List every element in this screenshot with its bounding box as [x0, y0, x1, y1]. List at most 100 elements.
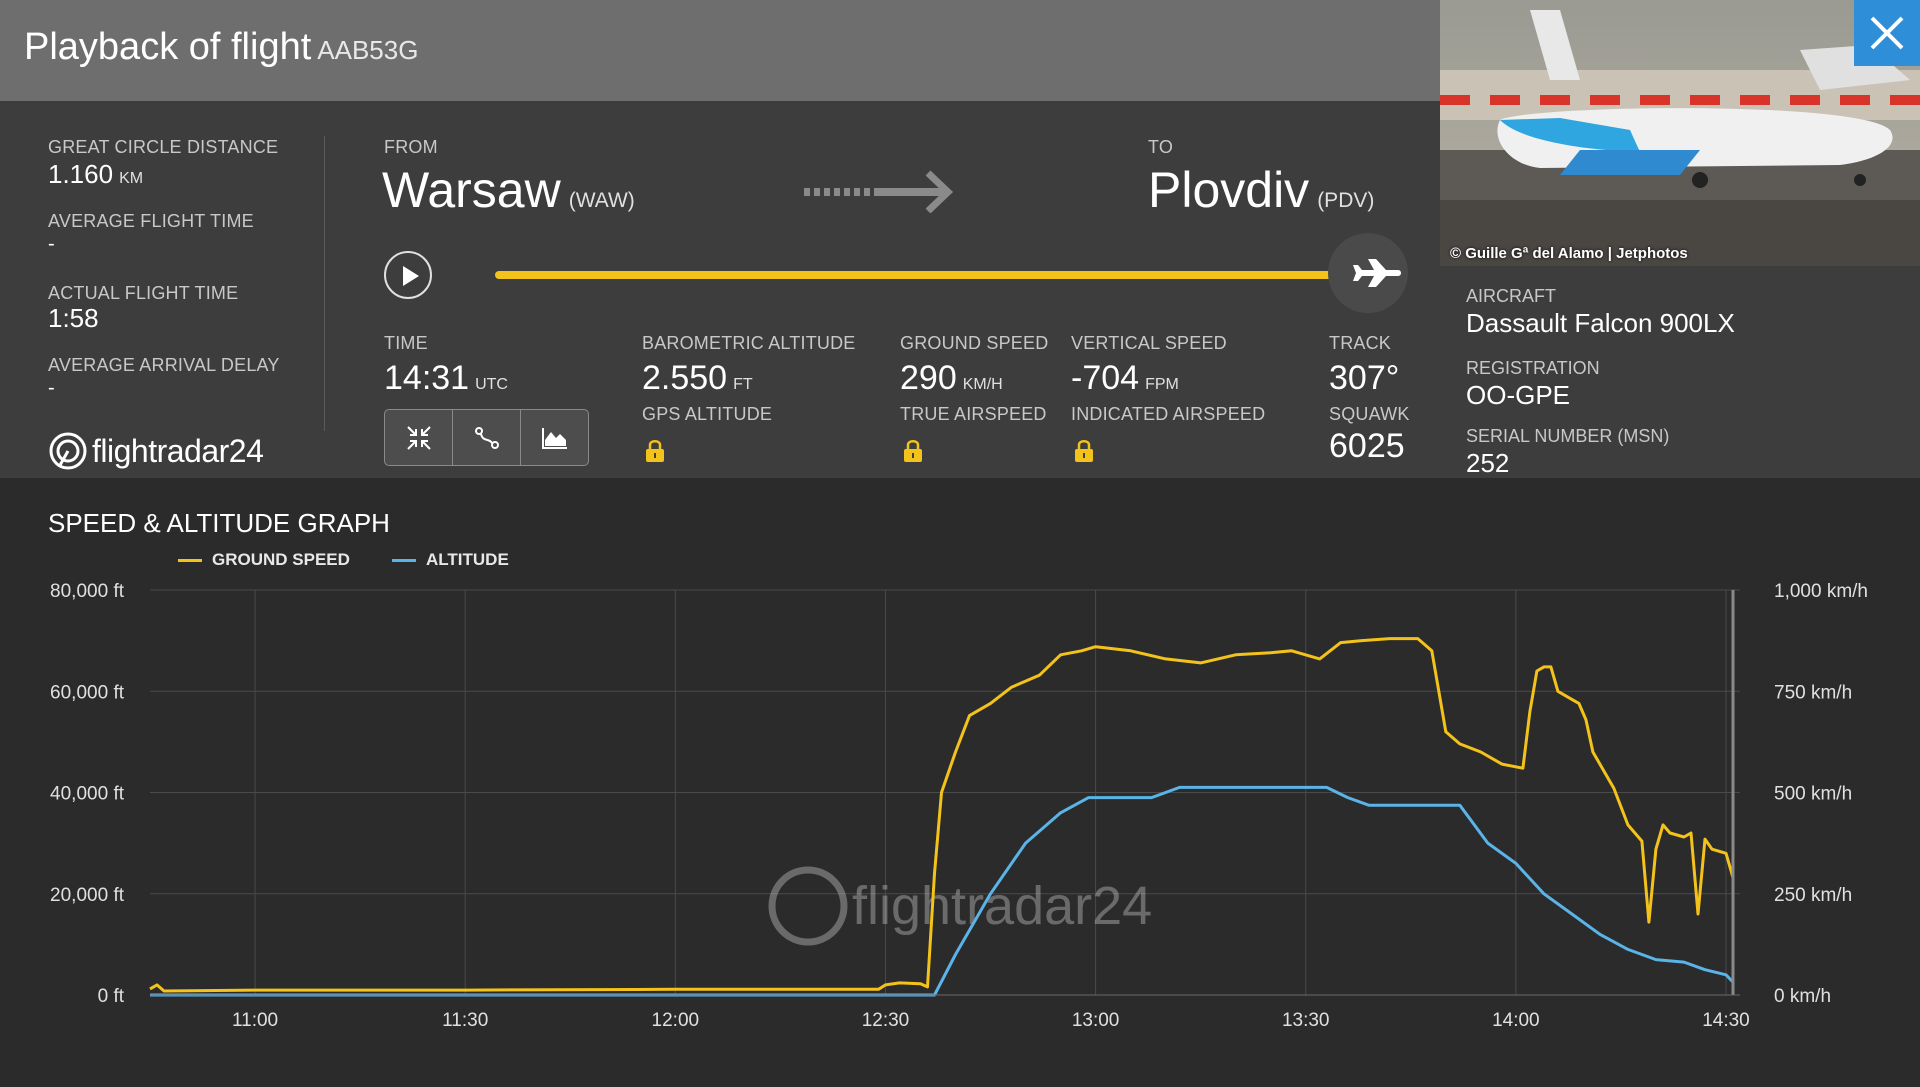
lock-icon [904, 440, 922, 462]
vertical-speed-unit: FPM [1145, 376, 1179, 393]
great-circle-distance-value: 1.160 KM [48, 159, 143, 190]
legend-swatch-altitude [392, 558, 416, 562]
ground-speed-unit: KM/H [962, 376, 1003, 393]
ground-speed-value: 290 KM/H [900, 359, 1003, 398]
lock-icon [646, 440, 664, 462]
legend-label-ground-speed: GROUND SPEED [212, 550, 350, 569]
actual-flight-time-value: 1:58 [48, 303, 99, 333]
average-flight-time-value: - [48, 233, 55, 255]
compress-view-button[interactable] [385, 410, 453, 465]
close-button[interactable] [1854, 0, 1920, 66]
playback-progress-bar[interactable] [495, 271, 1367, 279]
average-flight-time-label: AVERAGE FLIGHT TIME [48, 211, 254, 231]
graph-view-button[interactable] [521, 410, 588, 465]
y-right-tick-label: 250 km/h [1774, 885, 1852, 906]
route-arrow-icon [804, 170, 954, 213]
plane-icon [1353, 259, 1401, 287]
serial-number-value: 252 [1466, 448, 1510, 478]
logo-text-value: flightradar24 [92, 432, 264, 469]
view-mode-toggle [384, 409, 589, 466]
modal-header: Playback of flight AAB53G [0, 0, 1440, 101]
legend-altitude[interactable]: ALTITUDE [392, 550, 509, 570]
x-tick-label: 14:30 [1702, 1010, 1750, 1031]
track-label: TRACK [1329, 333, 1392, 353]
gps-altitude-label: GPS ALTITUDE [642, 404, 773, 424]
squawk-value: 6025 [1329, 427, 1405, 465]
flight-info-panel: GREAT CIRCLE DISTANCE 1.160 KM AVERAGE FL… [0, 101, 1440, 478]
radar-logo-icon [49, 432, 87, 470]
average-arrival-delay-label: AVERAGE ARRIVAL DELAY [48, 355, 280, 375]
aircraft-type-label: AIRCRAFT [1466, 286, 1556, 306]
y-left-tick-label: 0 ft [98, 986, 125, 1007]
page-title: Playback of flight AAB53G [24, 26, 418, 69]
aircraft-panel: © Guille Gª del Alamo | Jetphotos AIRCRA… [1440, 0, 1920, 478]
time-value: 14:31 UTC [384, 359, 508, 398]
legend-label-altitude: ALTITUDE [426, 550, 509, 569]
y-left-tick-label: 60,000 ft [50, 682, 125, 703]
stats-divider [324, 136, 325, 431]
aircraft-photo: © Guille Gª del Alamo | Jetphotos [1440, 0, 1920, 266]
x-tick-label: 13:00 [1072, 1010, 1120, 1031]
legend-ground-speed[interactable]: GROUND SPEED [178, 550, 350, 570]
playback-handle[interactable] [1328, 233, 1408, 313]
compress-icon [406, 425, 431, 450]
track-value: 307° [1329, 359, 1400, 397]
squawk-label: SQUAWK [1329, 404, 1410, 424]
origin-city: Warsaw (WAW) [382, 161, 635, 219]
y-right-tick-label: 1,000 km/h [1774, 581, 1868, 602]
from-label: FROM [384, 137, 438, 157]
graph-plot[interactable]: 0 ft 20,000 ft 40,000 ft 60,000 ft 80,000 ft… [0, 478, 1920, 1087]
x-tick-label: 11:00 [232, 1010, 278, 1031]
logo-text: flightradar24 [92, 432, 264, 470]
play-button[interactable] [384, 251, 432, 299]
lock-icon [1075, 440, 1093, 462]
ground-speed-line [149, 637, 1735, 993]
origin-code: (WAW) [568, 189, 635, 212]
serial-number-label: SERIAL NUMBER (MSN) [1466, 426, 1670, 446]
vertical-speed-value: -704 FPM [1071, 359, 1179, 398]
speed-altitude-graph: SPEED & ALTITUDE GRAPH GROUND SPEED ALTI… [0, 478, 1920, 1087]
flightradar24-logo: flightradar24 [48, 431, 264, 471]
area-chart-icon [541, 427, 567, 449]
x-tick-label: 14:00 [1492, 1010, 1540, 1031]
aircraft-photo-image [1440, 0, 1920, 266]
y-right-tick-label: 0 km/h [1774, 986, 1831, 1007]
origin-city-name: Warsaw [382, 162, 561, 218]
vertical-speed-label: VERTICAL SPEED [1071, 333, 1227, 353]
watermark-text: flightradar24 [852, 876, 1152, 936]
distance-unit: KM [119, 170, 144, 187]
ground-speed-number: 290 [900, 359, 957, 397]
x-tick-label: 11:30 [442, 1010, 488, 1031]
destination-city: Plovdiv (PDV) [1148, 161, 1374, 219]
watermark-logo: flightradar24 [768, 866, 1152, 946]
destination-code: (PDV) [1317, 189, 1375, 212]
graph-title: SPEED & ALTITUDE GRAPH [48, 508, 390, 538]
great-circle-distance-label: GREAT CIRCLE DISTANCE [48, 137, 279, 157]
indicated-airspeed-label: INDICATED AIRSPEED [1071, 404, 1266, 424]
altitude-line [150, 785, 1735, 997]
y-left-tick-label: 40,000 ft [50, 784, 125, 805]
baro-alt-number: 2.550 [642, 359, 728, 397]
x-tick-label: 13:30 [1282, 1010, 1330, 1031]
destination-city-name: Plovdiv [1148, 162, 1310, 218]
registration-label: REGISTRATION [1466, 358, 1600, 378]
y-left-tick-label: 20,000 ft [50, 885, 125, 906]
x-tick-label: 12:00 [652, 1010, 700, 1031]
watermark-radar-icon [768, 866, 848, 946]
photo-credit: © Guille Gª del Alamo | Jetphotos [1450, 245, 1688, 262]
route-icon [474, 426, 499, 449]
actual-flight-time-label: ACTUAL FLIGHT TIME [48, 283, 239, 303]
route-view-button[interactable] [453, 410, 521, 465]
barometric-altitude-label: BAROMETRIC ALTITUDE [642, 333, 856, 353]
y-left-tick-label: 80,000 ft [50, 581, 125, 602]
registration-value: OO-GPE [1466, 380, 1571, 410]
flight-number: AAB53G [317, 35, 419, 65]
distance-number: 1.160 [48, 159, 114, 189]
x-tick-label: 12:30 [862, 1010, 910, 1031]
baro-alt-unit: FT [733, 376, 753, 393]
y-right-tick-label: 750 km/h [1774, 682, 1852, 703]
close-icon [1870, 16, 1904, 50]
time-unit: UTC [475, 376, 508, 393]
time-number: 14:31 [384, 359, 470, 397]
